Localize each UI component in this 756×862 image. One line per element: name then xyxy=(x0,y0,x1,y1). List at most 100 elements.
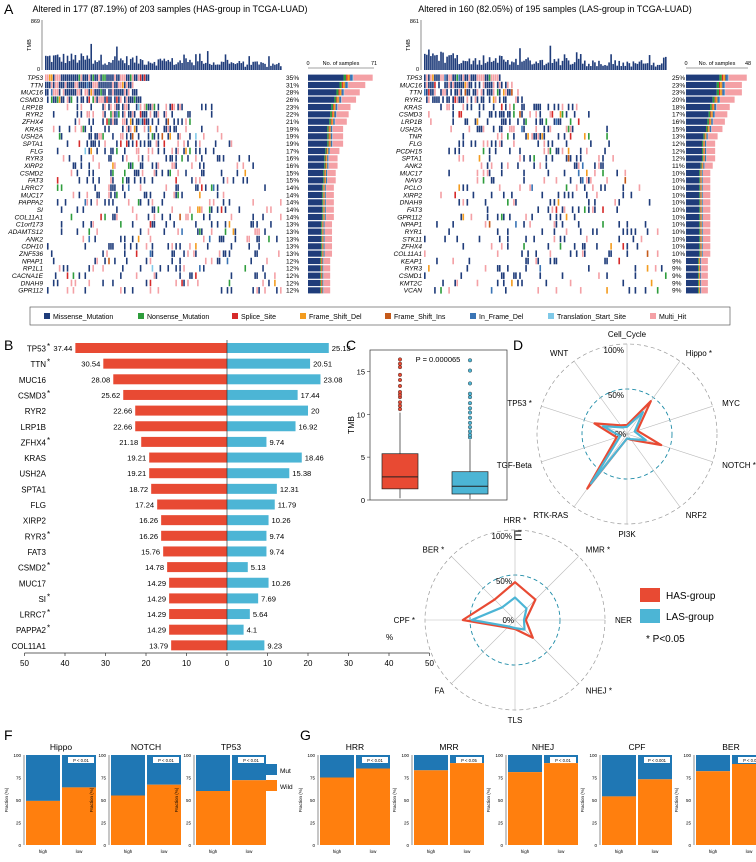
mutation-cell xyxy=(563,206,566,213)
mutation-cell xyxy=(129,96,132,103)
mutation-cell xyxy=(56,81,59,89)
mutation-cell xyxy=(88,162,91,169)
mutation-cell xyxy=(125,118,128,125)
bar-las-label: 5.64 xyxy=(253,610,268,619)
bar-las-label: 23.08 xyxy=(323,375,342,384)
gene-label: CDH10 xyxy=(21,244,43,251)
sample-bar-segment xyxy=(700,177,702,184)
mutation-cell xyxy=(104,257,106,265)
tmb-bar xyxy=(622,62,625,70)
mutation-cell xyxy=(45,74,47,81)
stacked-p-value: P < 0.05 xyxy=(743,758,756,763)
mutation-cell xyxy=(52,81,55,89)
mutation-cell xyxy=(456,89,459,96)
mutation-cell xyxy=(428,89,430,96)
bar-las xyxy=(227,577,269,588)
outlier-point xyxy=(468,410,473,415)
gene-label: USH2A xyxy=(21,134,44,141)
stacked-y-label: Fraction (%) xyxy=(486,787,491,812)
mutation-cell xyxy=(120,221,122,228)
mutation-cell xyxy=(110,96,112,103)
mutation-cell xyxy=(583,133,586,140)
mutation-cell xyxy=(567,125,570,133)
mutation-cell xyxy=(500,213,503,221)
mutation-cell xyxy=(244,169,247,177)
mutation-cell xyxy=(60,96,63,103)
mutation-cell xyxy=(195,272,197,279)
mutation-cell xyxy=(171,155,173,162)
tmb-bar xyxy=(208,63,211,70)
mutation-cell xyxy=(88,81,91,89)
mutation-cell xyxy=(100,89,102,96)
radar-ring-label: 50% xyxy=(496,577,512,586)
mutation-cell xyxy=(96,81,98,89)
bar-has-label: 14.29 xyxy=(147,579,166,588)
mutation-cell xyxy=(266,206,268,213)
mutation-cell xyxy=(216,155,219,162)
mutation-cell xyxy=(557,147,560,155)
mutation-cell xyxy=(199,147,201,155)
mutation-cell xyxy=(90,133,93,140)
mutation-cell xyxy=(434,96,436,103)
gene-percent: 12% xyxy=(286,273,299,280)
tmb-bar xyxy=(486,61,489,70)
mutation-cell xyxy=(104,103,106,111)
sample-bar-segment xyxy=(323,191,325,199)
sample-bar-segment xyxy=(708,118,710,125)
tmb-bar xyxy=(577,58,580,70)
gene-percent: 10% xyxy=(672,185,685,192)
mutation-cell xyxy=(484,265,487,272)
mutation-cell xyxy=(216,257,219,265)
tmb-bar xyxy=(602,65,604,70)
tmb-bar xyxy=(98,60,100,70)
mutation-cell xyxy=(500,140,503,147)
stacked-title: NHEJ xyxy=(532,742,554,752)
bar-has xyxy=(169,624,227,635)
mutation-cell xyxy=(256,272,258,279)
mutation-cell xyxy=(114,81,116,89)
mutation-cell xyxy=(559,118,562,125)
mutation-cell xyxy=(492,81,495,89)
tmb-bar xyxy=(660,63,663,70)
mutation-cell xyxy=(490,177,493,184)
mutation-cell xyxy=(181,155,183,162)
tmb-bar xyxy=(64,62,67,70)
mutation-cell xyxy=(496,74,499,81)
sample-bar-segment xyxy=(709,118,711,125)
sample-bar-segment xyxy=(722,89,725,96)
mutation-cell xyxy=(88,279,91,287)
mutation-cell xyxy=(248,155,251,162)
mutation-cell xyxy=(498,96,501,103)
sample-bar-segment xyxy=(341,96,357,103)
sample-bar-segment xyxy=(724,74,726,81)
mutation-cell xyxy=(98,140,100,147)
mutation-cell xyxy=(270,206,272,213)
outlier-point xyxy=(398,357,403,362)
mutation-cell xyxy=(608,140,610,147)
bar-has-label: 22.66 xyxy=(113,422,132,431)
mutation-cell xyxy=(46,74,49,81)
tmb-bar xyxy=(118,60,120,70)
mutation-cell xyxy=(189,206,191,213)
mutation-cell xyxy=(250,257,252,265)
mutation-cell xyxy=(82,74,85,81)
mutation-cell xyxy=(507,199,509,206)
sample-bar-segment xyxy=(699,243,701,250)
legend-swatch-has xyxy=(640,588,660,602)
mutation-cell xyxy=(476,279,479,287)
bar-has-label: 15.76 xyxy=(141,547,160,556)
mutation-cell xyxy=(567,191,570,199)
bar-has-label: 37.44 xyxy=(53,344,72,353)
mutation-cell xyxy=(151,243,154,250)
sample-bar-segment xyxy=(330,140,333,147)
tmb-bar xyxy=(256,61,258,70)
mutation-cell xyxy=(555,221,558,228)
sample-bar-segment xyxy=(701,206,703,213)
bar-has xyxy=(151,483,227,494)
mutation-cell xyxy=(569,133,572,140)
gene-label: RYR3 xyxy=(26,156,44,163)
radar-axis-label: NOTCH * xyxy=(722,461,756,470)
mutation-cell xyxy=(444,81,446,89)
mutation-cell xyxy=(201,184,203,191)
